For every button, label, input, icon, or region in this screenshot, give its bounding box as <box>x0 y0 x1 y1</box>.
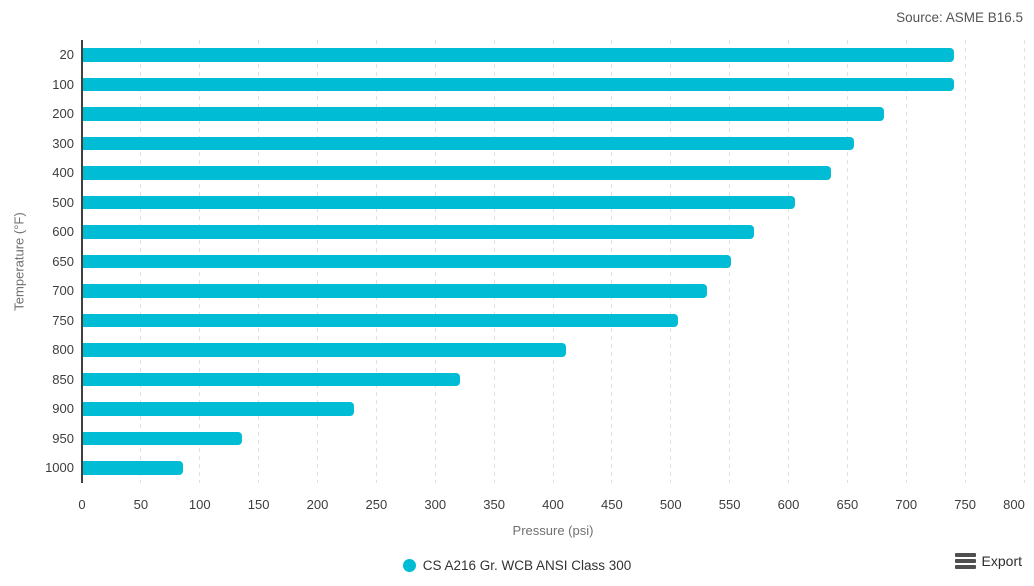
y-tick-label: 800 <box>52 342 74 358</box>
y-axis-title: Temperature (°F) <box>8 40 30 483</box>
y-tick-label: 700 <box>52 283 74 299</box>
y-tick-label: 1000 <box>45 460 74 476</box>
y-tick-label: 500 <box>52 194 74 210</box>
bar-700F[interactable] <box>83 284 708 298</box>
y-axis-line <box>81 40 83 483</box>
bar-950F[interactable] <box>83 431 242 446</box>
x-tick-label: 100 <box>188 497 211 512</box>
legend-marker-icon <box>402 559 416 572</box>
bar-750F[interactable] <box>83 313 678 328</box>
x-tick-label: 700 <box>895 497 918 512</box>
x-tick-label: 500 <box>659 497 682 512</box>
bar-20F[interactable] <box>83 48 955 62</box>
bar-100F[interactable] <box>83 77 955 92</box>
gridline <box>846 40 848 483</box>
gridline <box>905 40 907 483</box>
x-tick-label: 400 <box>542 497 564 512</box>
y-tick-label: 300 <box>52 135 74 151</box>
bar-800F[interactable] <box>83 343 566 357</box>
x-tick-label: 250 <box>365 497 388 512</box>
x-axis-tick-labels: 0 50 100 150 200 250 300 350 400 450 500 550 600 650 7… <box>78 497 1025 513</box>
x-tick-label: 750 <box>954 497 976 512</box>
y-tick-label: 100 <box>52 76 74 92</box>
bar-850F[interactable] <box>83 372 460 387</box>
legend-label: CS A216 Gr. WCB ANSI Class 300 <box>422 558 632 573</box>
plot-area <box>81 40 1025 483</box>
export-button[interactable]: Export <box>954 553 1022 569</box>
x-tick-label: 150 <box>247 497 270 512</box>
x-tick-label: 650 <box>836 497 859 512</box>
y-axis-tick-labels: 20 100 200 300 400 500 600 650 700 750 800 850 900 95… <box>0 40 74 483</box>
bar-500F[interactable] <box>83 195 796 210</box>
x-tick-label: 600 <box>777 497 800 512</box>
bar-200F[interactable] <box>83 107 884 121</box>
y-tick-label: 20 <box>59 47 74 62</box>
x-axis-title: Pressure (psi) <box>512 523 594 538</box>
bar-300F[interactable] <box>83 136 855 151</box>
y-tick-label: 200 <box>52 106 74 122</box>
y-axis-title-text: Temperature (°F) <box>11 212 27 311</box>
x-tick-label: 450 <box>601 497 623 512</box>
x-tick-label: 550 <box>718 497 741 512</box>
gridline <box>788 40 789 483</box>
y-tick-label: 600 <box>52 224 74 240</box>
legend-item[interactable]: CS A216 Gr. WCB ANSI Class 300 <box>0 558 1034 573</box>
gridline <box>964 40 966 483</box>
hamburger-icon <box>954 553 976 569</box>
bar-600F[interactable] <box>83 225 755 239</box>
y-tick-label: 850 <box>52 371 74 387</box>
bar-900F[interactable] <box>83 402 354 416</box>
y-tick-label: 650 <box>52 253 74 269</box>
x-tick-label: 0 <box>78 497 86 512</box>
y-tick-label: 400 <box>52 165 74 181</box>
gridline <box>1023 40 1025 483</box>
x-tick-label: 350 <box>483 497 505 512</box>
y-tick-label: 950 <box>52 430 74 446</box>
bar-1000F[interactable] <box>83 461 184 475</box>
y-tick-label: 750 <box>52 312 74 328</box>
source-note: Source: ASME B16.5 <box>896 10 1023 25</box>
x-tick-label: 300 <box>424 497 447 512</box>
bar-400F[interactable] <box>83 166 831 180</box>
bar-650F[interactable] <box>83 254 731 269</box>
x-tick-label: 200 <box>306 497 329 512</box>
export-button-label: Export <box>981 553 1022 569</box>
y-tick-label: 900 <box>52 401 74 417</box>
x-tick-label: 800 <box>1003 497 1025 512</box>
x-tick-label: 50 <box>133 497 149 512</box>
